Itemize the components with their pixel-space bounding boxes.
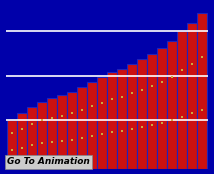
Bar (187, 23, 197, 169)
Bar (17, 113, 27, 169)
Bar (117, 69, 127, 169)
Bar (198, 13, 207, 169)
Bar (158, 48, 167, 169)
Bar (47, 98, 56, 169)
Bar (7, 120, 16, 169)
Bar (97, 77, 107, 169)
Bar (167, 41, 177, 169)
Bar (67, 92, 77, 169)
Bar (137, 59, 147, 169)
Bar (147, 54, 157, 169)
Bar (87, 82, 97, 169)
Bar (27, 107, 37, 169)
Bar (107, 72, 117, 169)
Text: Go To Animation: Go To Animation (7, 157, 90, 166)
Bar (37, 102, 47, 169)
Bar (77, 87, 87, 169)
Bar (127, 64, 137, 169)
Bar (57, 95, 67, 169)
Bar (177, 31, 187, 169)
